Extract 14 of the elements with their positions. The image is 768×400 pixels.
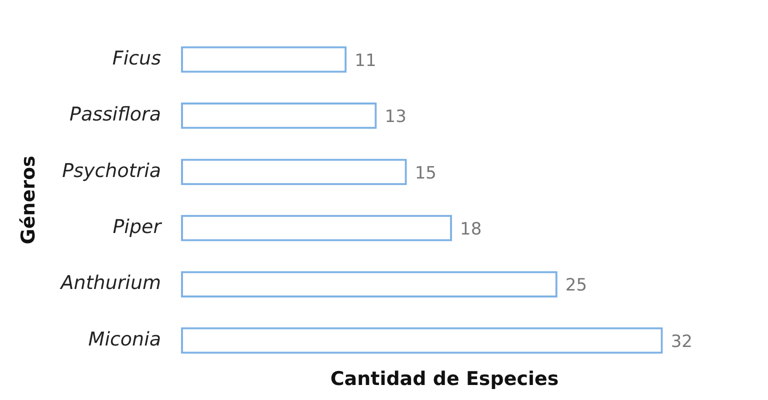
data-label: 32	[670, 332, 692, 352]
data-label: 13	[384, 107, 406, 128]
y-tick-label: Ficus	[112, 47, 162, 70]
x-axis-title: Cantidad de Especies	[330, 368, 559, 390]
y-tick-label: Piper	[112, 216, 162, 238]
data-label: 15	[414, 163, 437, 184]
data-label: 11	[354, 50, 376, 71]
y-tick-label: Passiflora	[69, 104, 162, 126]
y-axis-title: Géneros	[17, 156, 40, 244]
data-label: 18	[460, 220, 482, 240]
y-tick-label: Psychotria	[62, 160, 162, 182]
y-tick-label: Anthurium	[58, 272, 162, 294]
data-label: 25	[565, 276, 588, 296]
y-tick-label: Miconia	[88, 328, 162, 350]
